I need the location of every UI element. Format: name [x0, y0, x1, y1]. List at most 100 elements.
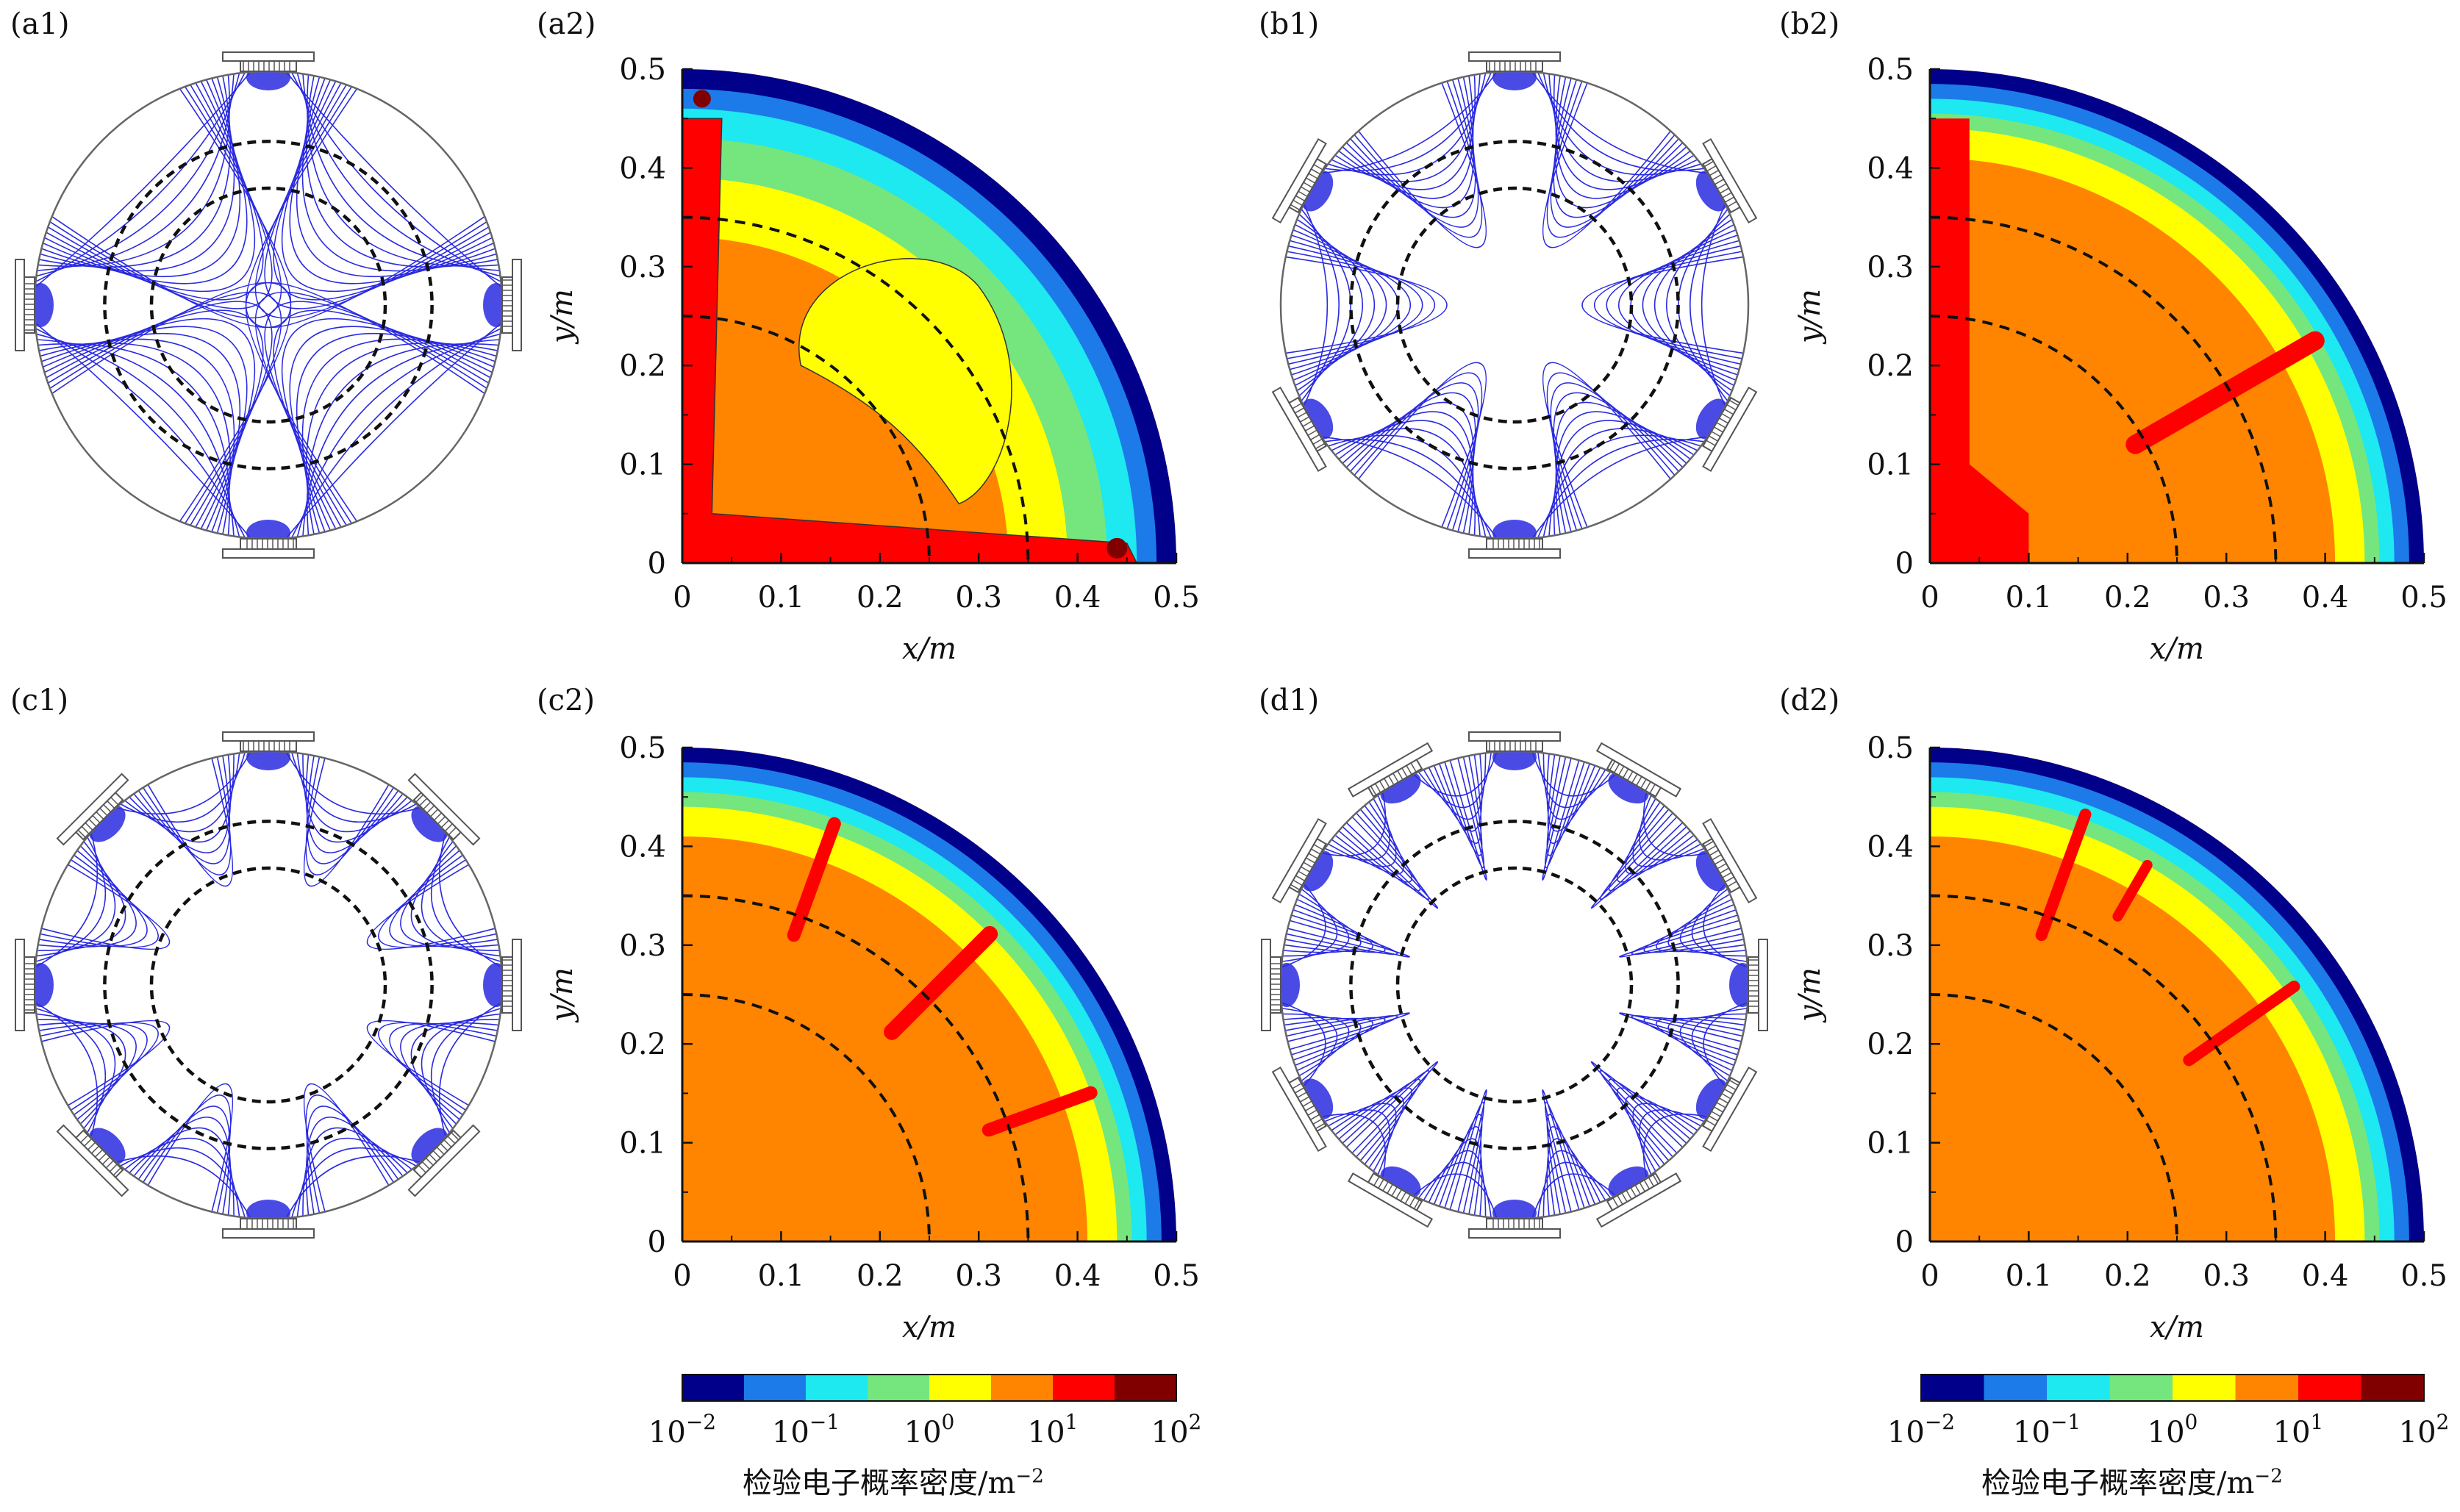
- y-tick-label: 0.1: [1867, 1127, 1914, 1161]
- colorbar-caption-left: 检验电子概率密度/m−2: [743, 1459, 1044, 1502]
- y-tick-label: 0.5: [619, 731, 666, 765]
- panel-label-c2: (c2): [537, 684, 596, 717]
- colorbar-frame: [1920, 1374, 2425, 1402]
- x-tick-label: 0.3: [955, 581, 1002, 615]
- magnet-block: [222, 731, 315, 752]
- dashed-boundary-circle: [1349, 140, 1680, 470]
- x-tick-label: 0: [1920, 581, 1939, 615]
- colorbar-swatch: [744, 1375, 806, 1401]
- y-axis-label: y/m: [1793, 289, 1827, 345]
- magnet-block: [1468, 538, 1561, 559]
- colorbar-swatch: [806, 1375, 868, 1401]
- y-tick-label: 0: [1895, 547, 1914, 581]
- colorbar-tick-label: 101: [1028, 1410, 1079, 1450]
- contour-ring: [1930, 836, 2336, 1242]
- dashed-boundary-arc: [682, 315, 931, 564]
- magnet-block: [1702, 817, 1758, 904]
- colorbar-swatch: [1053, 1375, 1115, 1401]
- magnet-block: [56, 1124, 129, 1197]
- x-tick-label: 0.4: [2302, 1259, 2349, 1293]
- x-tick-label: 0.2: [2104, 581, 2151, 615]
- x-axis-label: x/m: [2150, 632, 2204, 666]
- magnet-block: [15, 259, 35, 351]
- colorbar-caption-text: 检验电子概率密度/m: [1981, 1466, 2255, 1500]
- magnet-block: [1347, 742, 1434, 798]
- x-tick-label: 0.5: [2400, 581, 2448, 615]
- x-tick-label: 0.4: [2302, 581, 2349, 615]
- colorbar-tick-label: 10−2: [1887, 1410, 1955, 1450]
- x-tick-label: 0.1: [758, 1259, 805, 1293]
- x-tick-label: 0: [673, 581, 691, 615]
- contour-region: [682, 118, 1138, 563]
- colorbar-caption-text: 检验电子概率密度/m: [743, 1466, 1016, 1500]
- dashed-boundary-arc: [1929, 993, 2178, 1242]
- magnet-block: [1702, 137, 1758, 224]
- contour-peak: [1106, 537, 1128, 559]
- colorbar-tick-label: 100: [904, 1410, 955, 1450]
- magnet-block: [1748, 939, 1768, 1031]
- panel-label-b1: (b1): [1259, 7, 1320, 41]
- dashed-boundary-arc: [1929, 215, 2278, 564]
- y-tick-label: 0.2: [619, 1028, 666, 1061]
- panel-label-d1: (d1): [1259, 684, 1320, 717]
- dashed-boundary-arc: [682, 215, 1030, 564]
- magnet-block: [1347, 1172, 1434, 1228]
- contour-ring: [682, 237, 1009, 563]
- colorbar-swatch: [2361, 1375, 2424, 1401]
- y-tick-label: 0.4: [619, 830, 666, 864]
- y-tick-label: 0.1: [619, 1127, 666, 1161]
- colorbar-tick-label: 101: [2273, 1410, 2324, 1450]
- y-tick-label: 0.3: [1867, 929, 1914, 963]
- x-tick-label: 0.5: [1153, 1259, 1200, 1293]
- colorbar-swatch: [2173, 1375, 2236, 1401]
- x-tick-label: 0.4: [1054, 1259, 1101, 1293]
- magnet-block: [15, 939, 35, 1031]
- x-axis-label: x/m: [902, 1311, 957, 1344]
- colorbar-swatch: [1921, 1375, 1984, 1401]
- dashed-boundary-arc: [682, 993, 931, 1242]
- magnet-block: [1595, 742, 1682, 798]
- magnet-block: [1468, 731, 1561, 752]
- y-axis-label: y/m: [1793, 967, 1827, 1023]
- y-tick-label: 0.1: [1867, 448, 1914, 482]
- colorbar-tick-label: 10−1: [2013, 1410, 2081, 1450]
- magnet-block: [1702, 1066, 1758, 1153]
- y-tick-label: 0.2: [1867, 1028, 1914, 1061]
- magnet-block: [1271, 386, 1327, 473]
- dashed-boundary-arc: [682, 894, 1030, 1242]
- y-tick-label: 0.5: [619, 53, 666, 87]
- x-tick-label: 0: [1920, 1259, 1939, 1293]
- colorbar-swatch: [682, 1375, 744, 1401]
- colorbar-swatch: [2235, 1375, 2298, 1401]
- x-tick-label: 0.1: [2006, 581, 2053, 615]
- colorbar-tick-label: 102: [2399, 1410, 2450, 1450]
- colorbar-swatch: [2047, 1375, 2110, 1401]
- y-tick-label: 0: [1895, 1225, 1914, 1259]
- panel-label-d2: (d2): [1779, 684, 1840, 717]
- y-axis-label: y/m: [546, 289, 579, 345]
- y-tick-label: 0.4: [1867, 151, 1914, 185]
- magnet-block: [1702, 386, 1758, 473]
- contour-region: [1930, 118, 2029, 563]
- dashed-boundary-circle: [1395, 186, 1634, 424]
- x-axis-label: x/m: [902, 632, 957, 666]
- y-tick-label: 0.5: [1867, 731, 1914, 765]
- y-tick-label: 0.4: [619, 151, 666, 185]
- colorbar-tick-label: 10−1: [772, 1410, 840, 1450]
- y-tick-label: 0: [648, 547, 666, 581]
- magnet-block: [222, 51, 315, 72]
- dashed-boundary-circle: [149, 186, 387, 424]
- magnet-block: [407, 773, 481, 846]
- y-tick-label: 0.3: [619, 251, 666, 284]
- colorbar-swatch: [868, 1375, 929, 1401]
- x-tick-label: 0.1: [758, 581, 805, 615]
- dashed-boundary-circle: [103, 140, 434, 470]
- colorbar-tick-label: 102: [1151, 1410, 1202, 1450]
- dashed-boundary-circle: [149, 866, 387, 1104]
